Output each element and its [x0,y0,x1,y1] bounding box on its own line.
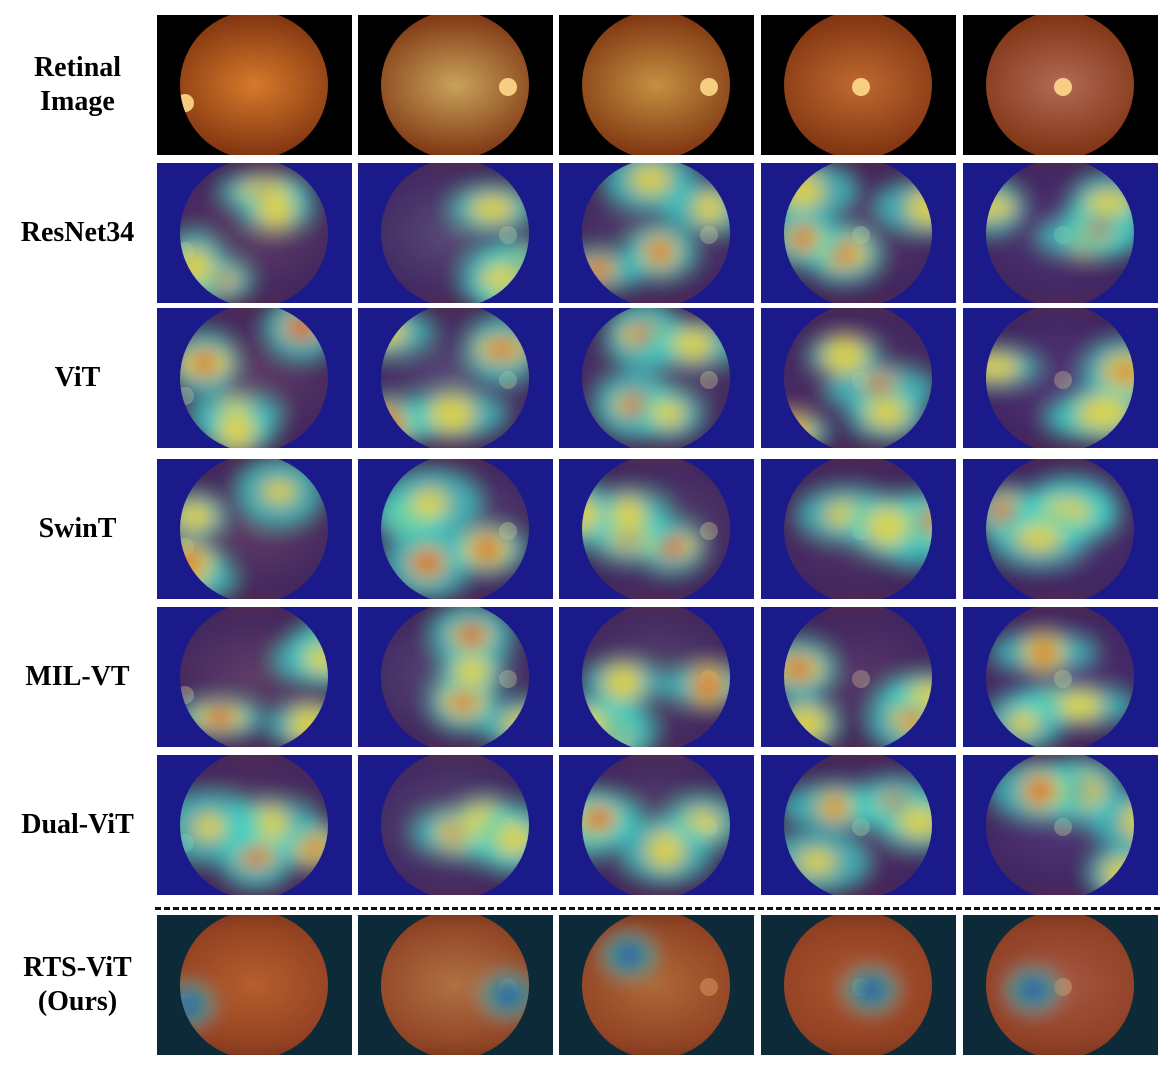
cell-milvt-sample-3 [559,607,754,747]
cell-resnet34-sample-5 [963,163,1158,303]
cell-vit-sample-3 [559,308,754,448]
cell-swint-sample-2 [358,459,553,599]
cell-dualvit-sample-4 [761,755,956,895]
cell-retinal-sample-5 [963,15,1158,155]
cell-milvt-sample-4 [761,607,956,747]
cell-dualvit-sample-2 [358,755,553,895]
cell-vit-sample-5 [963,308,1158,448]
cell-retinal-sample-3 [559,15,754,155]
cell-resnet34-sample-1 [157,163,352,303]
cell-resnet34-sample-4 [761,163,956,303]
cell-vit-sample-4 [761,308,956,448]
cell-resnet34-sample-2 [358,163,553,303]
row-label-rtsvit: RTS-ViT (Ours) [23,952,132,1017]
cell-dualvit-sample-3 [559,755,754,895]
cell-resnet34-sample-3 [559,163,754,303]
cell-rtsvit-sample-3 [559,915,754,1055]
cell-rtsvit-sample-2 [358,915,553,1055]
cell-vit-sample-1 [157,308,352,448]
row-label-dualvit: Dual-ViT [21,809,134,840]
cell-swint-sample-1 [157,459,352,599]
cell-milvt-sample-5 [963,607,1158,747]
cell-milvt-sample-1 [157,607,352,747]
cell-retinal-sample-1 [157,15,352,155]
cell-rtsvit-sample-1 [157,915,352,1055]
row-label-retinal: Retinal Image [33,52,122,117]
row-label-milvt: MIL-VT [25,661,130,692]
cell-rtsvit-sample-5 [963,915,1158,1055]
row-label-swint: SwinT [38,513,117,544]
dashed-divider [155,907,1160,910]
cell-dualvit-sample-5 [963,755,1158,895]
cell-dualvit-sample-1 [157,755,352,895]
cell-swint-sample-4 [761,459,956,599]
cell-vit-sample-2 [358,308,553,448]
cell-retinal-sample-4 [761,15,956,155]
cell-retinal-sample-2 [358,15,553,155]
cell-swint-sample-5 [963,459,1158,599]
cell-swint-sample-3 [559,459,754,599]
cell-milvt-sample-2 [358,607,553,747]
row-label-resnet34: ResNet34 [20,217,135,248]
row-label-vit: ViT [54,362,101,393]
cell-rtsvit-sample-4 [761,915,956,1055]
